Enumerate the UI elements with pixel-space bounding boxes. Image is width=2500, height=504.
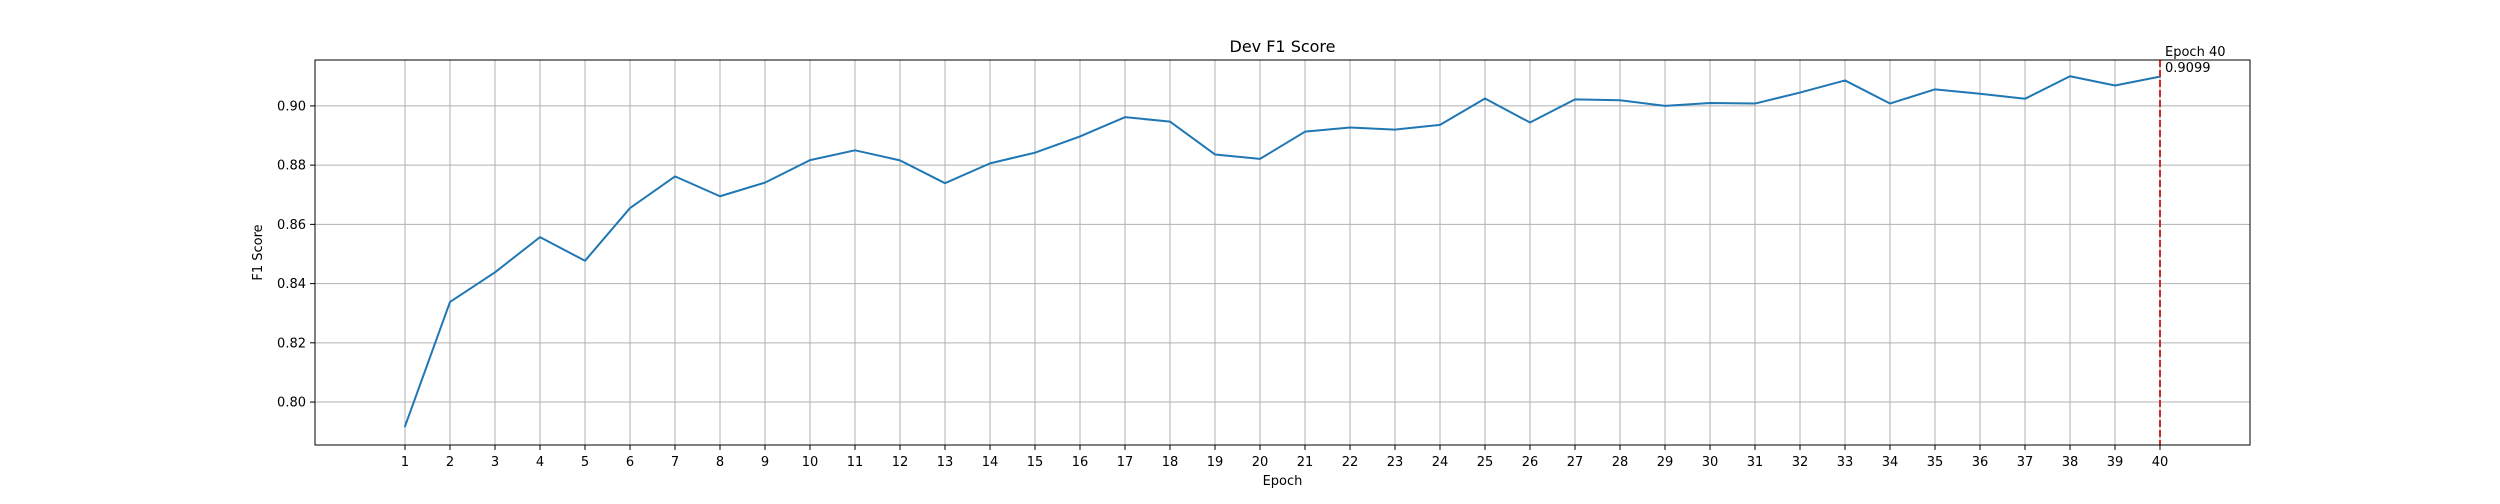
- x-tick-label: 35: [1927, 455, 1944, 470]
- x-tick-label: 21: [1297, 455, 1314, 470]
- x-tick-label: 13: [937, 455, 954, 470]
- x-tick-label: 4: [536, 455, 544, 470]
- x-tick-label: 10: [802, 455, 819, 470]
- data-point: [899, 159, 901, 161]
- x-tick-label: 26: [1522, 455, 1539, 470]
- data-point: [1574, 98, 1576, 100]
- data-point: [719, 195, 721, 197]
- data-point: [1124, 116, 1126, 118]
- y-tick-label: 0.82: [277, 336, 306, 351]
- data-point: [1934, 88, 1936, 90]
- data-point: [449, 301, 451, 303]
- data-point: [1844, 79, 1846, 81]
- data-point: [1754, 103, 1756, 105]
- data-point: [2114, 84, 2116, 86]
- y-axis-label: F1 Score: [251, 224, 266, 280]
- x-tick-label: 27: [1567, 455, 1584, 470]
- x-tick-label: 5: [581, 455, 589, 470]
- x-tick-label: 33: [1837, 455, 1854, 470]
- data-point: [854, 149, 856, 151]
- x-tick-label: 11: [847, 455, 864, 470]
- data-point: [2024, 98, 2026, 100]
- x-tick-label: 1: [401, 455, 409, 470]
- data-point: [1979, 93, 1981, 95]
- tick-layer: 1 2 3 4 5 6 7 8 9 10 11 12 13 14 15 16 17 18 19 20 21 22 23 24 2…: [277, 99, 2168, 470]
- x-tick-label: 25: [1477, 455, 1494, 470]
- x-tick-label: 34: [1882, 455, 1899, 470]
- x-tick-label: 38: [2062, 455, 2079, 470]
- data-point: [1259, 158, 1261, 160]
- data-point: [989, 162, 991, 164]
- x-tick-label: 20: [1252, 455, 1269, 470]
- x-axis-label: Epoch: [1263, 474, 1303, 489]
- x-tick-label: 17: [1117, 455, 1134, 470]
- x-tick-label: 39: [2107, 455, 2124, 470]
- x-tick-label: 40: [2152, 455, 2169, 470]
- grid-layer: [315, 60, 2250, 445]
- data-point: [1439, 124, 1441, 126]
- y-tick-label: 0.90: [277, 99, 306, 114]
- x-tick-label: 18: [1162, 455, 1179, 470]
- x-tick-label: 3: [491, 455, 499, 470]
- y-tick-label: 0.88: [277, 159, 306, 174]
- data-point: [674, 175, 676, 177]
- y-tick-label: 0.86: [277, 218, 306, 233]
- data-point: [629, 207, 631, 209]
- data-point: [1304, 131, 1306, 133]
- x-tick-label: 15: [1027, 455, 1044, 470]
- x-tick-label: 14: [982, 455, 999, 470]
- x-tick-label: 37: [2017, 455, 2034, 470]
- data-point: [494, 271, 496, 273]
- data-point: [539, 236, 541, 238]
- data-point: [404, 425, 406, 427]
- marker-epoch-label: Epoch 40: [2165, 45, 2225, 60]
- x-tick-label: 6: [626, 455, 634, 470]
- y-tick-label: 0.84: [277, 277, 306, 292]
- marker-value-label: 0.9099: [2165, 61, 2211, 76]
- data-point: [764, 182, 766, 184]
- data-point: [944, 182, 946, 184]
- data-point: [1709, 102, 1711, 104]
- x-tick-label: 28: [1612, 455, 1629, 470]
- data-point: [809, 159, 811, 161]
- series-layer: [404, 75, 2161, 428]
- x-tick-label: 22: [1342, 455, 1359, 470]
- data-point: [584, 260, 586, 262]
- plot-frame: [314, 59, 2251, 446]
- data-point: [1349, 127, 1351, 129]
- data-point: [1889, 103, 1891, 105]
- x-tick-label: 23: [1387, 455, 1404, 470]
- x-tick-label: 9: [761, 455, 769, 470]
- series-line: [404, 75, 2161, 428]
- x-tick-label: 19: [1207, 455, 1224, 470]
- data-point: [1799, 92, 1801, 94]
- x-tick-label: 31: [1747, 455, 1764, 470]
- x-tick-label: 32: [1792, 455, 1809, 470]
- data-point: [1664, 105, 1666, 107]
- data-point: [1529, 121, 1531, 123]
- x-tick-label: 36: [1972, 455, 1989, 470]
- x-tick-label: 2: [446, 455, 454, 470]
- x-tick-label: 7: [671, 455, 679, 470]
- x-tick-label: 12: [892, 455, 909, 470]
- chart-title: Dev F1 Score: [1230, 37, 1336, 56]
- x-tick-label: 8: [716, 455, 724, 470]
- x-tick-label: 24: [1432, 455, 1449, 470]
- data-point: [1619, 99, 1621, 101]
- data-point: [1169, 121, 1171, 123]
- data-point: [1214, 153, 1216, 155]
- data-point: [1079, 135, 1081, 137]
- x-tick-label: 30: [1702, 455, 1719, 470]
- data-point: [2069, 75, 2071, 77]
- data-point: [1034, 152, 1036, 154]
- x-tick-label: 29: [1657, 455, 1674, 470]
- data-point: [1484, 98, 1486, 99]
- data-point: [1394, 129, 1396, 131]
- x-tick-label: 16: [1072, 455, 1089, 470]
- y-tick-label: 0.80: [277, 396, 306, 411]
